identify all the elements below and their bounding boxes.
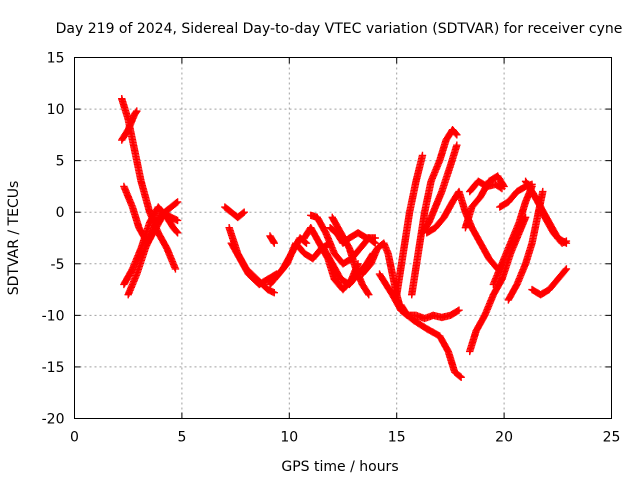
data-point bbox=[345, 243, 353, 251]
data-series bbox=[118, 95, 571, 381]
x-tick-label: 15 bbox=[388, 430, 406, 446]
series-arc-16 bbox=[328, 213, 373, 299]
x-tick-label: 0 bbox=[70, 430, 79, 446]
series-arc-5 bbox=[124, 208, 182, 299]
axis-ticks bbox=[74, 57, 612, 419]
data-point bbox=[239, 209, 247, 217]
plot-frame bbox=[74, 57, 612, 419]
series-arc-28 bbox=[504, 187, 547, 304]
data-point bbox=[561, 266, 570, 274]
series-arc-2 bbox=[118, 107, 141, 144]
y-tick-label: -5 bbox=[51, 257, 65, 273]
y-axis-label: SDTVAR / TECUs bbox=[6, 181, 22, 296]
data-point bbox=[498, 184, 506, 193]
data-point bbox=[496, 183, 505, 192]
series-arc-32 bbox=[528, 265, 571, 299]
data-point bbox=[173, 228, 181, 236]
series-arc-18 bbox=[375, 270, 465, 381]
y-tick-label: 0 bbox=[56, 205, 65, 221]
data-point bbox=[364, 289, 372, 298]
x-axis-tick-labels: 0 5 10 15 20 25 bbox=[70, 430, 620, 446]
series-arc-11 bbox=[270, 234, 311, 283]
data-point bbox=[173, 229, 182, 237]
y-tick-label: 10 bbox=[47, 102, 65, 118]
data-point bbox=[452, 130, 460, 138]
data-point bbox=[443, 346, 452, 354]
data-point bbox=[418, 151, 427, 160]
data-point bbox=[269, 238, 278, 246]
series-arc-20 bbox=[397, 301, 463, 323]
data-point bbox=[240, 208, 248, 216]
y-tick-label: -15 bbox=[42, 360, 65, 376]
data-point bbox=[132, 108, 140, 116]
data-point bbox=[173, 216, 182, 225]
data-point bbox=[365, 291, 373, 299]
data-point bbox=[562, 237, 571, 245]
y-tick-label: 15 bbox=[47, 51, 65, 67]
data-point bbox=[270, 288, 278, 297]
data-point bbox=[539, 187, 547, 196]
series-arc-6 bbox=[221, 203, 248, 222]
data-point bbox=[172, 199, 181, 207]
x-tick-label: 10 bbox=[280, 430, 298, 446]
data-point bbox=[562, 265, 571, 273]
grid-lines bbox=[74, 57, 612, 419]
data-point bbox=[521, 213, 530, 222]
series-arc-25 bbox=[466, 177, 506, 196]
series-arc-9 bbox=[266, 232, 278, 247]
series-arc-31 bbox=[532, 193, 571, 247]
data-point bbox=[171, 265, 180, 273]
data-point bbox=[497, 276, 505, 285]
data-point bbox=[454, 307, 462, 315]
chart-title: Day 219 of 2024, Sidereal Day-to-day VTE… bbox=[56, 21, 623, 37]
data-point bbox=[270, 239, 278, 247]
y-axis-tick-labels: 15 10 5 0 -5 -10 -15 -20 bbox=[42, 51, 65, 428]
data-point bbox=[302, 239, 311, 247]
x-tick-label: 20 bbox=[495, 430, 513, 446]
series-arc-19 bbox=[393, 151, 427, 299]
data-point bbox=[456, 372, 464, 381]
data-point bbox=[455, 306, 463, 314]
series-arc-29 bbox=[496, 180, 536, 211]
data-point bbox=[453, 141, 461, 149]
y-tick-label: 5 bbox=[56, 154, 65, 170]
data-point bbox=[457, 373, 465, 381]
y-tick-label: -20 bbox=[42, 412, 65, 428]
x-axis-label: GPS time / hours bbox=[281, 459, 398, 475]
x-tick-label: 5 bbox=[177, 430, 186, 446]
series-arc-27 bbox=[489, 182, 536, 289]
series-arc-22 bbox=[418, 141, 461, 237]
x-tick-label: 25 bbox=[603, 430, 621, 446]
data-point bbox=[133, 107, 141, 115]
data-point bbox=[173, 198, 182, 206]
y-tick-label: -10 bbox=[42, 308, 65, 324]
data-point bbox=[371, 234, 379, 242]
data-point bbox=[453, 131, 461, 139]
